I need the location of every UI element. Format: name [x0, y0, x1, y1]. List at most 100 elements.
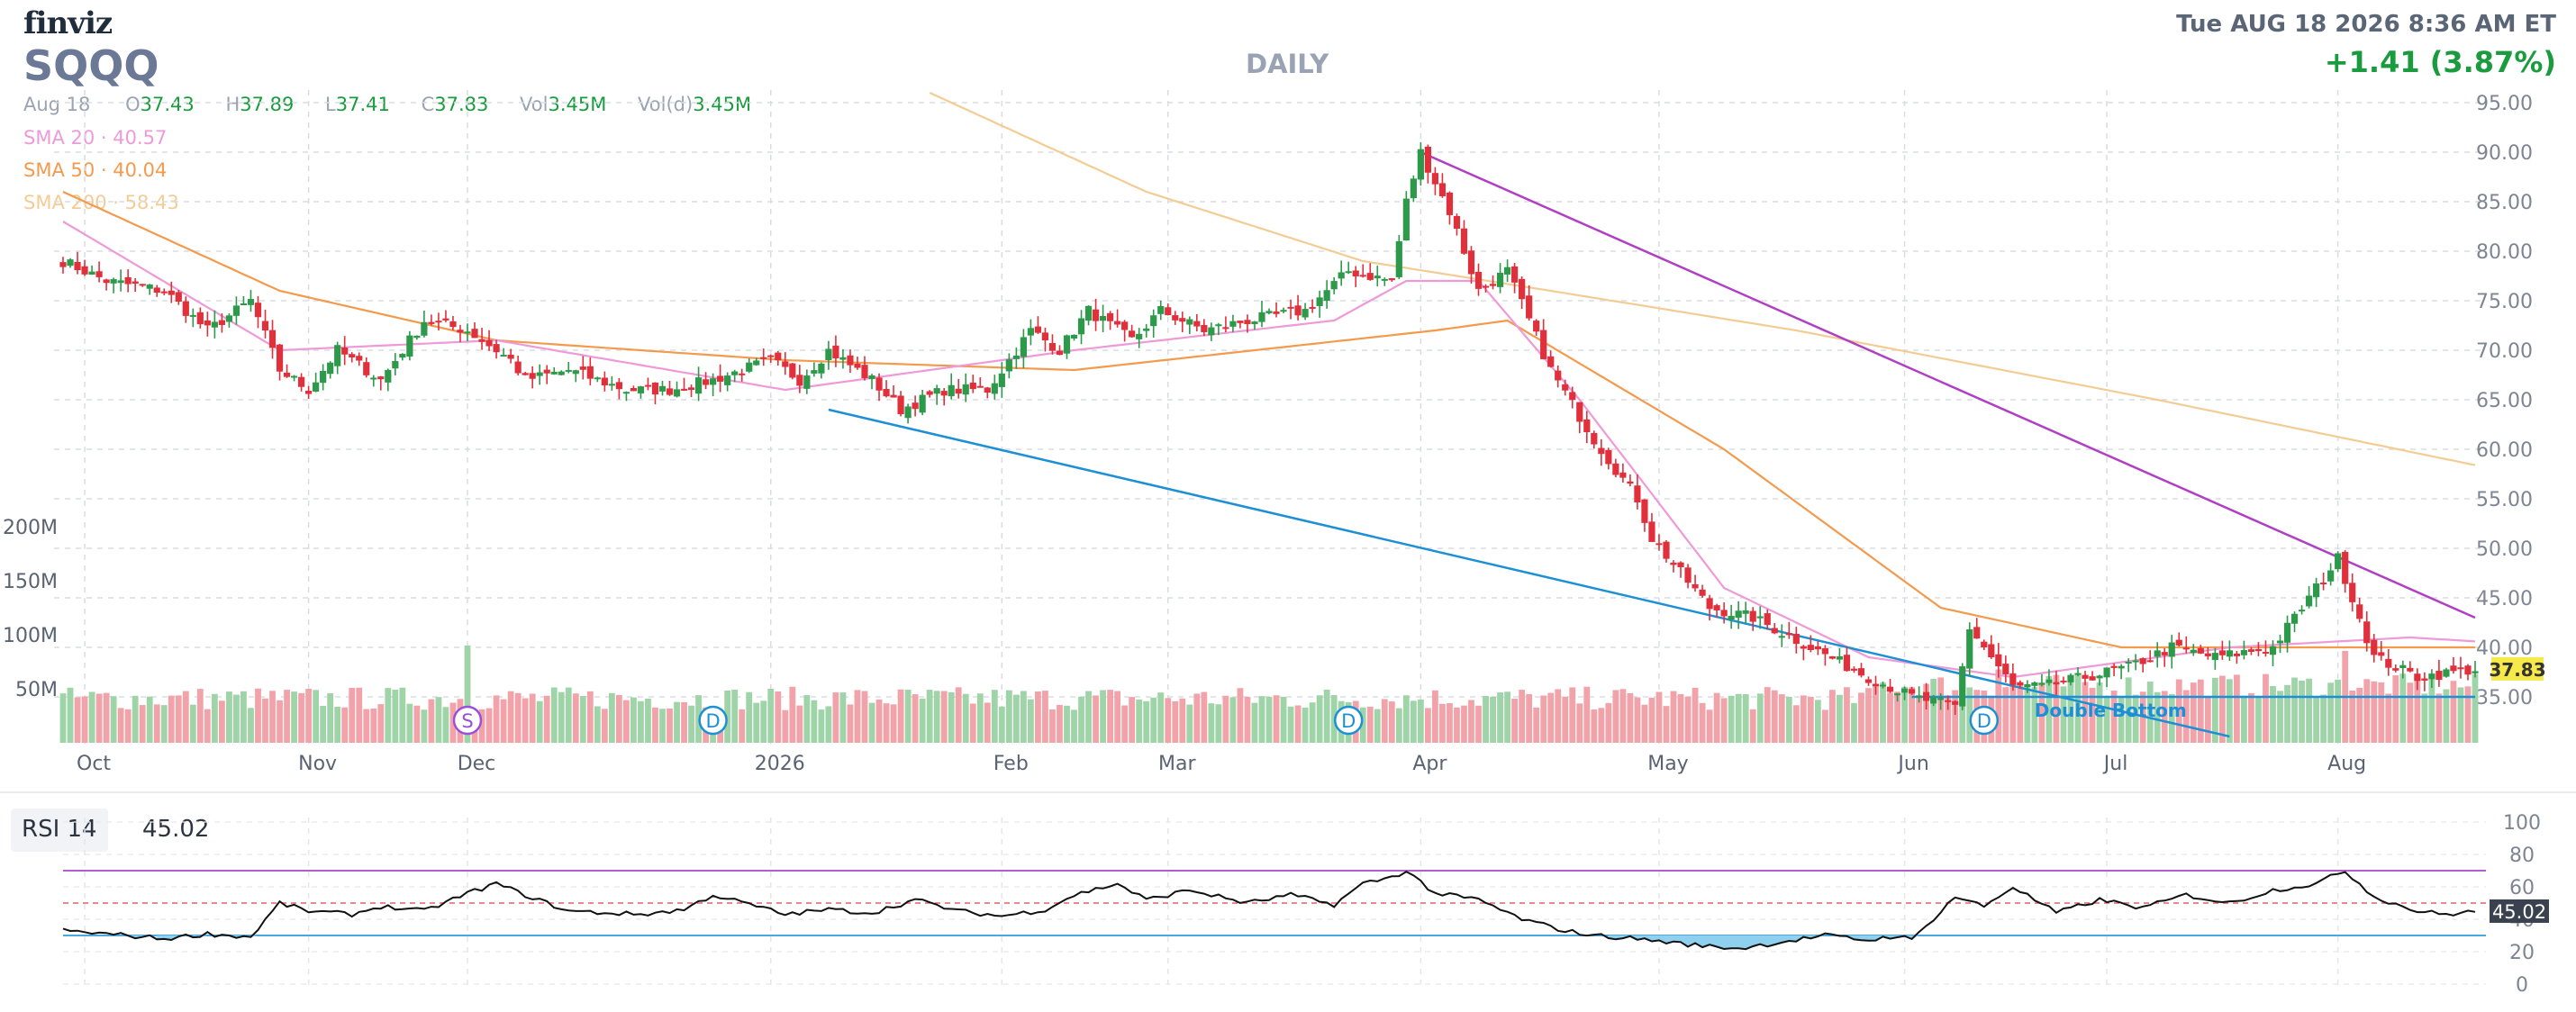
candle-body	[1713, 605, 1720, 610]
volume-bar	[2255, 696, 2262, 743]
volume-bar	[1057, 704, 1063, 743]
candle-body	[1937, 698, 1945, 700]
volume-bar	[2306, 678, 2312, 743]
volume-bar	[248, 708, 254, 743]
volume-bar	[998, 706, 1005, 743]
volume-bar	[2002, 687, 2009, 743]
candle-body	[297, 376, 305, 387]
candle-body	[1828, 655, 1837, 659]
candle-body	[1193, 321, 1201, 327]
grid-lines	[54, 90, 2486, 989]
candle-body	[1930, 697, 1937, 704]
volume-bar	[153, 704, 160, 743]
candle-body	[464, 331, 471, 334]
volume-bar	[868, 702, 875, 743]
volume-bar	[226, 691, 232, 743]
candle-body	[1005, 359, 1012, 372]
candle-body	[2074, 673, 2082, 675]
candle-body	[1222, 327, 1229, 330]
volume-bar	[529, 693, 536, 743]
volume-bar	[313, 690, 320, 743]
volume-bar	[969, 703, 976, 743]
candle-body	[673, 389, 681, 397]
candle-body	[442, 318, 449, 321]
candle-body	[435, 321, 442, 323]
candle-body	[313, 382, 320, 392]
volume-bar	[681, 701, 687, 743]
candle-body	[644, 384, 652, 387]
volume-bar	[933, 691, 940, 743]
volume-bar	[2327, 682, 2335, 743]
price-tick-label: 95.00	[2476, 93, 2533, 115]
volume-bar	[1901, 686, 1908, 743]
volume-bar	[385, 688, 392, 743]
sma20-legend[interactable]: SMA 20 · 40.57	[23, 127, 168, 149]
candle-body	[2313, 583, 2320, 598]
event-marker-s	[452, 705, 483, 736]
volume-bar	[746, 691, 753, 743]
candle-body	[955, 388, 962, 394]
candle-body	[1294, 305, 1302, 316]
volume-bar	[2125, 677, 2132, 743]
candle-body	[2421, 678, 2428, 681]
candle-body	[984, 387, 991, 393]
candle-body	[854, 363, 861, 368]
candle-body	[753, 360, 760, 366]
candle-body	[320, 370, 327, 384]
sma50-legend[interactable]: SMA 50 · 40.04	[23, 159, 168, 181]
candle-body	[485, 339, 493, 347]
volume-bar	[1916, 696, 1923, 743]
candle-body	[1555, 370, 1562, 381]
volume-bar	[1309, 702, 1316, 743]
candle-body	[803, 375, 811, 389]
candle-body	[1900, 688, 1909, 693]
candle-body	[948, 384, 955, 397]
volume-bar	[1280, 696, 1287, 743]
candle-body	[204, 320, 211, 326]
volume-bar	[1150, 697, 1157, 743]
candle-body	[139, 284, 146, 286]
volume-bar	[1713, 692, 1720, 743]
volume-bar	[399, 687, 406, 743]
candle-body	[247, 299, 255, 305]
price-tick-label: 65.00	[2476, 390, 2533, 412]
candle-body	[2356, 604, 2363, 619]
candle-body	[67, 259, 74, 267]
candle-body	[349, 354, 356, 357]
candle-body	[1670, 562, 1677, 565]
candle-body	[1417, 149, 1424, 180]
candle-body	[110, 279, 117, 284]
candle-body	[1692, 583, 1699, 589]
date-tick-label: Feb	[993, 753, 1029, 775]
sma200-legend[interactable]: SMA 200 · 58.43	[23, 192, 179, 213]
candle-body	[1424, 146, 1431, 173]
volume-bar	[2060, 686, 2067, 743]
volume-bar	[1302, 707, 1309, 743]
candle-body	[926, 391, 933, 395]
candle-body	[2053, 682, 2060, 685]
volume-bar	[262, 698, 268, 743]
candle-body	[2407, 667, 2414, 672]
volume-bar	[2146, 682, 2154, 743]
volume-bar	[1172, 700, 1179, 743]
candle-body	[746, 362, 753, 372]
volume-bar	[2197, 679, 2204, 743]
candle-body	[940, 391, 948, 396]
candle-body	[377, 376, 385, 380]
volume-bar	[1208, 703, 1215, 743]
price-tick-label: 45.00	[2476, 588, 2533, 610]
candle-body	[1359, 275, 1366, 277]
volume-bar	[2017, 685, 2024, 743]
volume-bar	[1490, 696, 1496, 743]
candle-body	[240, 303, 248, 306]
volume-bar	[2299, 680, 2305, 743]
volume-bar	[1612, 690, 1619, 743]
volume-bar	[1605, 702, 1612, 743]
event-marker-d	[1969, 705, 2000, 736]
finviz-logo[interactable]: finviz	[23, 5, 113, 41]
volume-bar	[2089, 687, 2096, 743]
candle-body	[2399, 664, 2407, 668]
volume-bar	[1100, 690, 1106, 743]
candle-body	[904, 406, 912, 419]
